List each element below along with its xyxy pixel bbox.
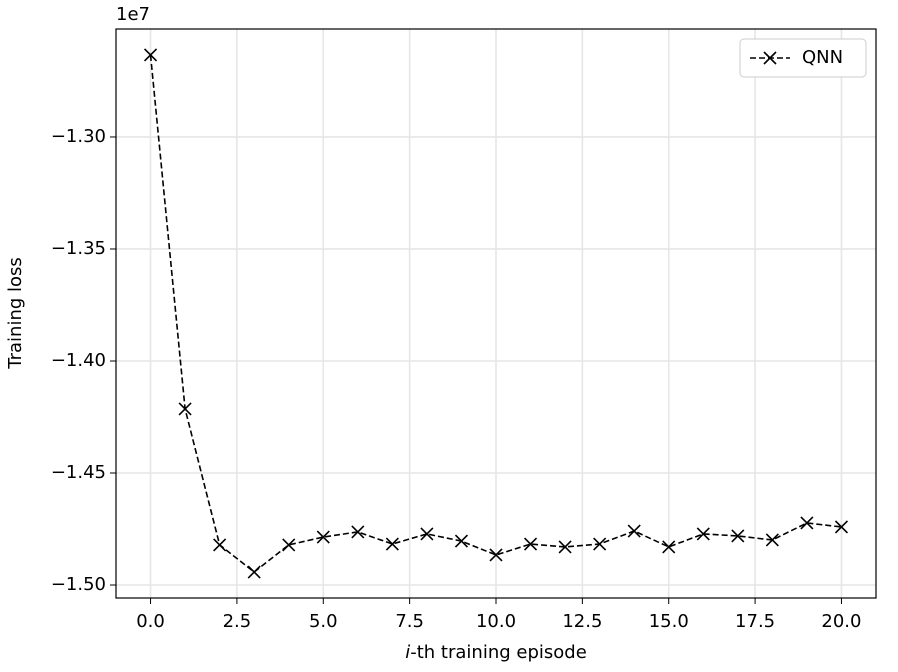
data-marker [696, 527, 710, 541]
plot [143, 48, 849, 579]
x-tick-label: 20.0 [821, 611, 861, 632]
data-marker [593, 537, 607, 551]
data-marker [247, 565, 261, 579]
x-tick-label: 10.0 [476, 611, 516, 632]
x-axis-label: i-th training episode [405, 642, 587, 663]
data-marker [316, 530, 330, 544]
data-marker [523, 537, 538, 551]
data-marker [627, 524, 641, 538]
legend-box [739, 38, 867, 78]
data-line [149, 54, 842, 574]
y-axis-label: Training loss [5, 257, 26, 370]
data-marker [420, 527, 434, 541]
y-tick-label: −1.30 [51, 126, 106, 147]
data-marker [143, 48, 158, 62]
grid [116, 29, 876, 598]
data-marker [558, 540, 572, 554]
data-marker [178, 402, 192, 416]
legend-marker [763, 51, 777, 65]
data-marker [765, 533, 779, 547]
x-tick-label: 5.0 [309, 611, 338, 632]
y-tick-label: −1.40 [51, 350, 106, 371]
data-marker [731, 529, 745, 543]
y-tick-label: −1.35 [51, 238, 106, 259]
offset-label: 1e7 [116, 4, 150, 25]
data-marker [385, 537, 399, 551]
legend-label: QNN [802, 47, 843, 68]
x-tick-label: 7.5 [395, 611, 424, 632]
x-axis-label-italic: i [405, 642, 410, 663]
data-marker [800, 516, 814, 530]
x-tick-label: 0.0 [136, 611, 165, 632]
data-marker [662, 540, 676, 554]
data-marker [282, 538, 296, 552]
legend: QNN [739, 38, 867, 78]
x-tick-label: 15.0 [649, 611, 689, 632]
x-axis-label-rest: -th training episode [410, 642, 587, 663]
data-marker [351, 525, 365, 539]
data-marker [213, 538, 227, 552]
data-marker [489, 548, 503, 562]
data-marker [454, 534, 469, 548]
x-tick-label: 2.5 [223, 611, 252, 632]
x-tick-label: 17.5 [735, 611, 775, 632]
x-tick-label: 12.5 [562, 611, 602, 632]
data-marker [834, 520, 849, 534]
y-tick-label: −1.50 [51, 574, 106, 595]
y-tick-label: −1.45 [51, 462, 106, 483]
